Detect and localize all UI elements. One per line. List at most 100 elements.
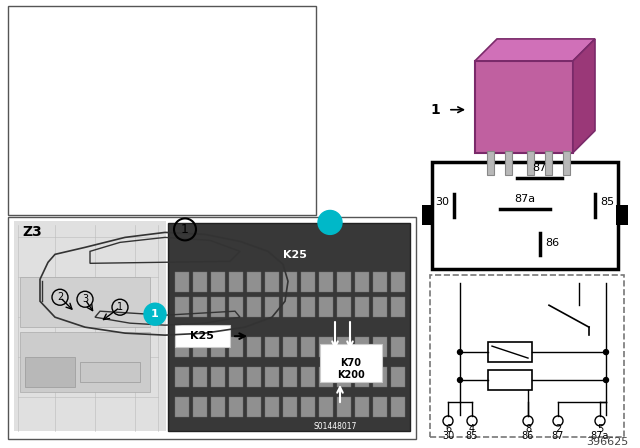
Bar <box>432 162 618 269</box>
Bar <box>488 342 532 362</box>
Text: 87a: 87a <box>515 194 536 204</box>
Bar <box>373 297 387 317</box>
Bar <box>391 337 405 357</box>
Bar <box>265 397 279 417</box>
Text: 396625: 396625 <box>586 437 628 447</box>
Bar <box>283 337 297 357</box>
Circle shape <box>144 303 166 325</box>
Text: 4: 4 <box>469 424 475 434</box>
Bar <box>545 151 552 175</box>
Bar <box>229 367 243 387</box>
Bar <box>319 337 333 357</box>
Text: S01448017: S01448017 <box>314 422 356 431</box>
Bar <box>355 297 369 317</box>
Bar <box>175 367 189 387</box>
Text: 87a: 87a <box>591 431 609 441</box>
Bar <box>247 272 261 292</box>
Text: 30: 30 <box>442 431 454 441</box>
Bar <box>301 367 315 387</box>
Bar <box>283 272 297 292</box>
Bar <box>283 397 297 417</box>
Bar <box>373 367 387 387</box>
Bar <box>319 367 333 387</box>
Bar <box>20 332 150 392</box>
Bar <box>355 337 369 357</box>
Text: 87: 87 <box>532 163 546 172</box>
Bar <box>211 367 225 387</box>
Bar <box>247 297 261 317</box>
Text: 1: 1 <box>151 309 159 319</box>
Bar <box>247 337 261 357</box>
Bar <box>193 397 207 417</box>
Bar <box>337 337 351 357</box>
Text: K25: K25 <box>283 250 307 260</box>
Text: 2: 2 <box>57 292 63 302</box>
Bar <box>25 357 75 387</box>
Bar <box>505 151 512 175</box>
Bar <box>373 272 387 292</box>
Bar <box>430 275 624 437</box>
Circle shape <box>604 378 609 383</box>
Bar <box>337 397 351 417</box>
Text: 1: 1 <box>430 103 440 117</box>
Bar <box>175 397 189 417</box>
Bar <box>487 151 494 175</box>
Bar <box>391 397 405 417</box>
Bar <box>175 297 189 317</box>
Bar <box>616 206 628 225</box>
Circle shape <box>604 349 609 354</box>
Bar <box>488 370 532 390</box>
Bar <box>301 297 315 317</box>
Bar <box>193 337 207 357</box>
Bar <box>422 206 434 225</box>
Text: 85: 85 <box>466 431 478 441</box>
Bar <box>8 217 416 439</box>
Circle shape <box>318 211 342 234</box>
Bar <box>301 337 315 357</box>
Bar <box>229 397 243 417</box>
Bar <box>283 367 297 387</box>
Bar <box>301 272 315 292</box>
Bar <box>373 397 387 417</box>
Bar <box>355 367 369 387</box>
Bar <box>265 272 279 292</box>
Text: 8: 8 <box>525 424 531 434</box>
Bar <box>211 272 225 292</box>
Text: 86: 86 <box>545 238 559 248</box>
Bar <box>265 367 279 387</box>
Bar <box>355 272 369 292</box>
Bar <box>319 297 333 317</box>
Text: 30: 30 <box>435 198 449 207</box>
Bar <box>211 337 225 357</box>
Bar <box>211 297 225 317</box>
Bar <box>193 297 207 317</box>
Bar <box>175 325 230 347</box>
Text: 5: 5 <box>597 424 603 434</box>
Bar <box>265 297 279 317</box>
Text: 85: 85 <box>600 198 614 207</box>
Text: K25: K25 <box>190 331 214 341</box>
Bar <box>301 397 315 417</box>
Bar <box>229 272 243 292</box>
Bar <box>175 337 189 357</box>
Text: Z3: Z3 <box>22 225 42 239</box>
Text: 1: 1 <box>326 216 334 229</box>
Bar <box>193 272 207 292</box>
Bar <box>229 337 243 357</box>
Bar <box>168 224 410 431</box>
Bar <box>373 337 387 357</box>
Polygon shape <box>475 39 595 61</box>
Bar <box>391 297 405 317</box>
Text: 87: 87 <box>552 431 564 441</box>
Text: K70: K70 <box>340 358 362 368</box>
Bar <box>337 272 351 292</box>
Text: 1: 1 <box>181 223 189 236</box>
Bar <box>20 277 150 327</box>
Bar <box>355 397 369 417</box>
Bar <box>265 337 279 357</box>
Bar <box>391 272 405 292</box>
Bar <box>14 221 166 431</box>
Bar <box>391 367 405 387</box>
Text: 86: 86 <box>522 431 534 441</box>
Circle shape <box>458 349 463 354</box>
